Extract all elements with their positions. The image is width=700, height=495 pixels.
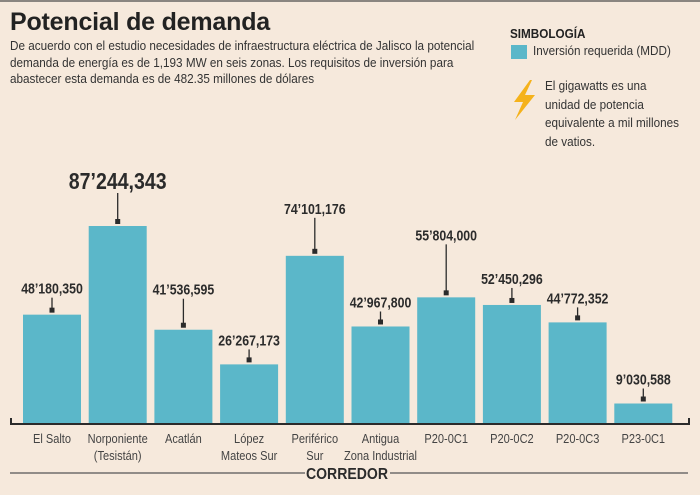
subtitle: De acuerdo con el estudio necesidades de…	[10, 39, 475, 86]
value-label: 44’772,352	[547, 290, 609, 306]
x-axis-title: CORREDOR	[306, 465, 388, 483]
category-label: (Tesistán)	[94, 448, 142, 463]
leader-dot	[443, 290, 449, 296]
legend-label: Inversión requerida (MDD)	[533, 43, 671, 58]
top-rule	[0, 0, 700, 2]
value-label: 42’967,800	[350, 295, 412, 311]
page-title: Potencial de demanda	[10, 8, 270, 36]
category-label: P20-0C2	[490, 431, 534, 446]
leader-dot	[640, 396, 646, 402]
value-label: 55’804,000	[415, 227, 477, 243]
category-label: El Salto	[33, 431, 71, 446]
value-label: 41’536,595	[153, 282, 215, 298]
bar	[417, 297, 476, 424]
bar	[614, 403, 673, 424]
leader-dot	[509, 297, 515, 303]
bar	[351, 326, 410, 424]
legend-note: El gigawatts es una unidad de potencia e…	[545, 78, 679, 149]
leader-dot	[246, 357, 252, 363]
category-label: P20-0C3	[556, 431, 600, 446]
category-label: P20-0C1	[424, 431, 468, 446]
bar	[285, 255, 344, 424]
category-label: Antigua	[362, 431, 400, 446]
value-label: 48’180,350	[21, 281, 83, 297]
leader-dot	[180, 322, 186, 328]
value-label: 74’101,176	[284, 201, 346, 217]
value-label: 9’030,588	[616, 372, 671, 388]
leader-dot	[115, 219, 121, 224]
legend-title: SIMBOLOGÍA	[510, 26, 586, 41]
leader-dot	[378, 319, 383, 325]
legend-swatch	[511, 45, 527, 59]
lightning-bolt-icon	[514, 80, 535, 120]
category-label: Sur	[306, 448, 323, 463]
value-label: 87’244,343	[69, 169, 167, 195]
bar	[220, 364, 279, 424]
bar-chart: 48’180,350 El Salto 87’244,343 Norponiente (…	[10, 169, 690, 483]
value-label: 26’267,173	[218, 332, 280, 348]
category-label: López	[234, 431, 264, 446]
value-label: 52’450,296	[481, 271, 543, 287]
category-label: Norponiente	[88, 431, 148, 446]
bar	[482, 304, 541, 424]
bar	[548, 322, 607, 424]
category-label: Periférico	[291, 431, 338, 446]
leader-dot	[575, 315, 581, 321]
category-label: Acatlán	[165, 431, 202, 446]
leader-dot	[312, 248, 318, 254]
category-label: Mateos Sur	[221, 448, 277, 463]
bar	[88, 226, 147, 424]
leader-dot	[49, 307, 55, 313]
category-label: Zona Industrial	[344, 448, 417, 463]
bar	[154, 329, 213, 424]
category-label: P23-0C1	[622, 431, 666, 446]
bar	[23, 314, 81, 424]
